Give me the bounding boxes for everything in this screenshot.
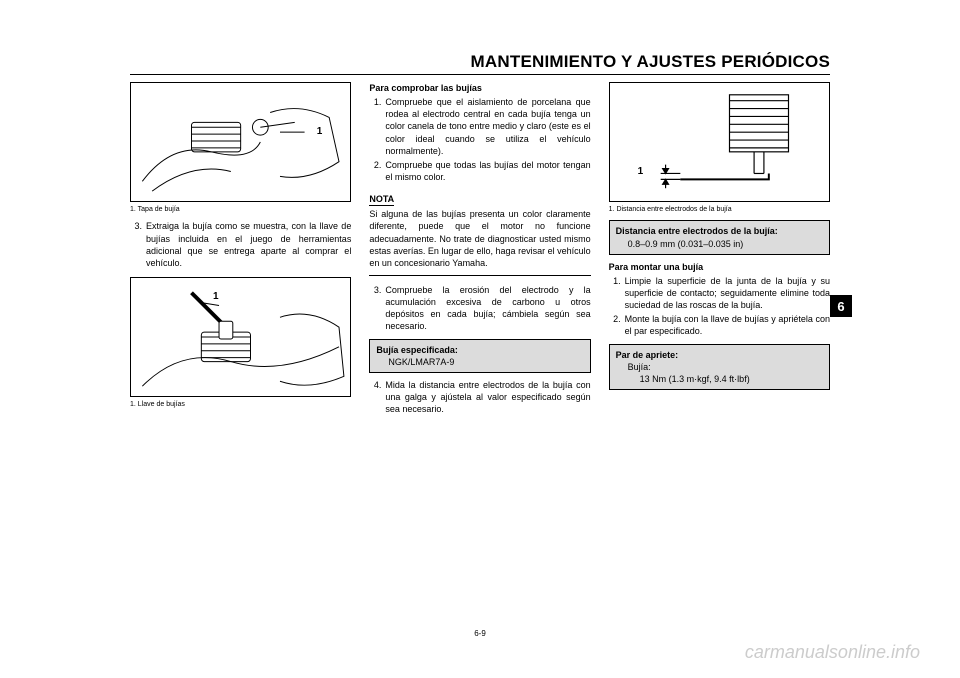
check-step-3: 3. Compruebe la erosión del electrodo y … bbox=[369, 284, 590, 333]
step-num: 2. bbox=[369, 159, 385, 183]
column-1: 1 1. Tapa de bujía 3. Extraiga la bujía … bbox=[130, 82, 351, 608]
step-text: Compruebe que todas las bujías del motor… bbox=[385, 159, 590, 183]
nota-block: NOTA bbox=[369, 185, 590, 206]
figure-caption-3: 1. Distancia entre electrodos de la bují… bbox=[609, 205, 830, 214]
step-text: Mida la distancia entre electrodos de la… bbox=[385, 379, 590, 415]
columns: 1 1. Tapa de bujía 3. Extraiga la bujía … bbox=[130, 82, 830, 608]
page-title: MANTENIMIENTO Y AJUSTES PERIÓDICOS bbox=[130, 52, 830, 72]
figure-spark-plug-cap: 1 bbox=[130, 82, 351, 202]
specbox-plug: Bujía especificada: NGK/LMAR7A-9 bbox=[369, 339, 590, 373]
spec-title: Bujía especificada: bbox=[376, 344, 583, 356]
section-tab: 6 bbox=[830, 295, 852, 317]
step-text: Limpie la superficie de la junta de la b… bbox=[625, 275, 830, 311]
figure-electrode-gap: 1 bbox=[609, 82, 830, 202]
step-num: 1. bbox=[609, 275, 625, 311]
step-text: Extraiga la bujía como se muestra, con l… bbox=[146, 220, 351, 269]
nota-heading: NOTA bbox=[369, 193, 394, 206]
specbox-torque: Par de apriete: Bujía: 13 Nm (1.3 m·kgf,… bbox=[609, 344, 830, 390]
step-text: Monte la bujía con la llave de bujías y … bbox=[625, 313, 830, 337]
install-step-2: 2. Monte la bujía con la llave de bujías… bbox=[609, 313, 830, 337]
column-2: Para comprobar las bujías 1. Compruebe q… bbox=[369, 82, 590, 608]
step-3: 3. Extraiga la bujía como se muestra, co… bbox=[130, 220, 351, 269]
figure-caption-2: 1. Llave de bujías bbox=[130, 400, 351, 409]
step-num: 3. bbox=[130, 220, 146, 269]
step-num: 3. bbox=[369, 284, 385, 333]
spec-value: 13 Nm (1.3 m·kgf, 9.4 ft·lbf) bbox=[616, 373, 823, 385]
spec-sub: Bujía: bbox=[616, 361, 823, 373]
page: MANTENIMIENTO Y AJUSTES PERIÓDICOS 6 bbox=[0, 0, 960, 678]
callout-1b: 1 bbox=[213, 290, 219, 304]
page-number: 6-9 bbox=[0, 629, 960, 638]
watermark: carmanualsonline.info bbox=[745, 642, 920, 663]
spec-title: Distancia entre electrodos de la bujía: bbox=[616, 225, 823, 237]
subhead-check: Para comprobar las bujías bbox=[369, 82, 590, 94]
step-num: 1. bbox=[369, 96, 385, 157]
step-num: 4. bbox=[369, 379, 385, 415]
subhead-install: Para montar una bujía bbox=[609, 261, 830, 273]
callout-1: 1 bbox=[317, 125, 323, 139]
step-text: Compruebe que el aislamiento de porcelan… bbox=[385, 96, 590, 157]
spec-value: 0.8–0.9 mm (0.031–0.035 in) bbox=[616, 238, 823, 250]
spec-title: Par de apriete: bbox=[616, 349, 823, 361]
callout-gap: 1 bbox=[638, 165, 644, 179]
figure-caption-1: 1. Tapa de bujía bbox=[130, 205, 351, 214]
column-3: 1 1. Distancia entre electrodos de la bu… bbox=[609, 82, 830, 608]
check-step-2: 2. Compruebe que todas las bujías del mo… bbox=[369, 159, 590, 183]
spec-value: NGK/LMAR7A-9 bbox=[376, 356, 583, 368]
check-step-4: 4. Mida la distancia entre electrodos de… bbox=[369, 379, 590, 415]
install-step-1: 1. Limpie la superficie de la junta de l… bbox=[609, 275, 830, 311]
specbox-gap: Distancia entre electrodos de la bujía: … bbox=[609, 220, 830, 254]
step-num: 2. bbox=[609, 313, 625, 337]
header: MANTENIMIENTO Y AJUSTES PERIÓDICOS bbox=[130, 52, 830, 75]
check-step-1: 1. Compruebe que el aislamiento de porce… bbox=[369, 96, 590, 157]
step-text: Compruebe la erosión del electrodo y la … bbox=[385, 284, 590, 333]
nota-text: Si alguna de las bujías presenta un colo… bbox=[369, 208, 590, 276]
figure-spark-plug-wrench: 1 bbox=[130, 277, 351, 397]
